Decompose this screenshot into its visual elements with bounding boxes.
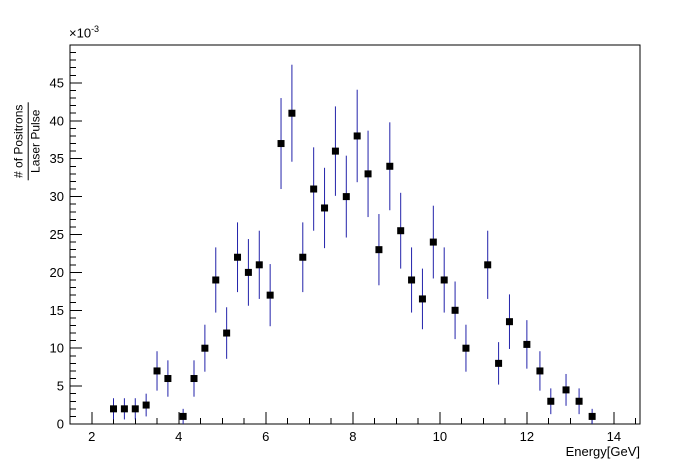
data-point-marker [234,253,242,261]
y-tick-label: 5 [57,379,64,394]
plot-frame [69,44,641,425]
data-point-marker [120,405,128,413]
data-point-marker [375,246,383,254]
data-point-marker [244,268,252,276]
data-point-marker [505,318,513,326]
x-tick-label: 10 [433,429,447,444]
data-point-marker [110,405,118,413]
data-point-marker [364,170,372,178]
data-point-marker [523,340,531,348]
data-point-marker [418,295,426,303]
data-point-marker [408,276,416,284]
data-point-marker [536,367,544,375]
data-point-marker [575,397,583,405]
data-point-marker [266,291,274,299]
data-point-marker [451,306,459,314]
data-point-marker [142,401,150,409]
y-tick-label: 15 [50,303,64,318]
data-point-marker [299,253,307,261]
data-point-marker [179,412,187,420]
data-point-marker [164,375,172,383]
data-point-marker [588,412,596,420]
data-point-marker [440,276,448,284]
data-point-marker [547,397,555,405]
x-tick-label: 12 [520,429,534,444]
y-tick-label: 10 [50,341,64,356]
data-point-marker [397,227,405,235]
x-axis: 2 4 6 8 10 12 14 [69,412,637,444]
y-axis-exponent: ×10-3 [69,24,99,40]
y-tick-label: 45 [50,75,64,90]
y-tick-label: 0 [57,417,64,432]
data-point-marker [342,193,350,201]
data-point-marker [131,405,139,413]
exponent-base: ×10 [69,25,92,41]
x-tick-label: 4 [175,429,182,444]
data-point-marker [255,261,263,269]
data-markers [110,109,596,420]
data-point-marker [386,162,394,170]
y-tick-label: 25 [50,227,64,242]
x-axis-title: Energy[GeV] [565,444,640,459]
data-point-marker [484,261,492,269]
data-point-marker [321,204,329,212]
data-point-marker [223,329,231,337]
data-point-marker [277,140,285,148]
data-point-marker [190,375,198,383]
y-tick-label: 35 [50,151,64,166]
y-axis: 0 5 10 15 20 25 30 35 40 45 [50,44,82,432]
x-tick-label: 2 [88,429,95,444]
data-point-marker [310,185,318,193]
x-tick-label: 6 [262,429,269,444]
x-tick-label: 8 [349,429,356,444]
y-tick-label: 30 [50,189,64,204]
data-point-marker [353,132,361,140]
data-point-marker [462,344,470,352]
data-point-marker [429,238,437,246]
data-point-marker [495,359,503,367]
data-point-marker [153,367,161,375]
data-point-marker [212,276,220,284]
data-point-marker [201,344,209,352]
data-point-marker [331,147,339,155]
error-bars [113,64,593,424]
y-tick-label: 40 [50,113,64,128]
data-point-marker [288,109,296,117]
x-tick-label: 14 [607,429,621,444]
y-tick-label: 20 [50,265,64,280]
exponent-power: -3 [91,24,100,34]
data-point-marker [562,386,570,394]
